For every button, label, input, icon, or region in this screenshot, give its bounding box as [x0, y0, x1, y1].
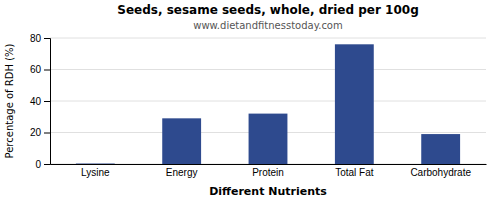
tick: Energy	[166, 167, 198, 178]
y-axis-title: Percentage of RDH (%)	[4, 43, 15, 158]
tick: 40	[30, 96, 50, 107]
bar	[162, 118, 201, 164]
chart: Lysine Energy Protein Total Fat Carbohydrate…	[0, 0, 500, 200]
tick-label: Total Fat	[335, 167, 374, 178]
tick: 60	[30, 64, 50, 75]
grid-line	[50, 69, 486, 70]
bar	[335, 44, 374, 164]
axis-line	[44, 39, 51, 165]
tick-label: 60	[30, 64, 42, 75]
tick: Protein	[252, 167, 284, 178]
bar	[249, 114, 288, 164]
bars	[76, 44, 460, 164]
grid-line	[50, 38, 486, 39]
tick: 0	[35, 159, 50, 170]
tick-mark	[44, 164, 50, 165]
tick-mark	[44, 38, 50, 39]
bar	[421, 134, 460, 164]
title: Seeds, sesame seeds, whole, dried per 10…	[117, 3, 418, 17]
y-axis: 0 20 40 60 80	[30, 33, 51, 170]
x-axis: Lysine Energy Protein Total Fat Carbohydrate	[51, 165, 487, 179]
tick-label: Energy	[166, 167, 198, 178]
subtitle: www.dietandfitnesstoday.com	[193, 20, 342, 31]
x-axis-title: Different Nutrients	[209, 185, 327, 198]
plot: Lysine Energy Protein Total Fat Carbohydrate…	[30, 33, 487, 178]
tick-label: 40	[30, 96, 42, 107]
grid-line	[50, 101, 486, 102]
grid	[50, 38, 486, 164]
tick-mark	[44, 133, 50, 134]
tick: Total Fat	[335, 167, 374, 178]
tick: 20	[30, 127, 50, 138]
tick-mark	[44, 70, 50, 71]
tick-label: Carbohydrate	[410, 167, 471, 178]
tick-mark	[44, 101, 50, 102]
tick: Carbohydrate	[410, 167, 471, 178]
tick-label: 80	[30, 33, 42, 44]
tick-label: Lysine	[81, 167, 110, 178]
axis-line	[51, 164, 487, 165]
bar	[76, 163, 115, 164]
tick-label: 20	[30, 127, 42, 138]
tick-label: 0	[35, 159, 41, 170]
tick: Lysine	[81, 167, 110, 178]
tick: 80	[30, 33, 50, 44]
tick-label: Protein	[252, 167, 284, 178]
